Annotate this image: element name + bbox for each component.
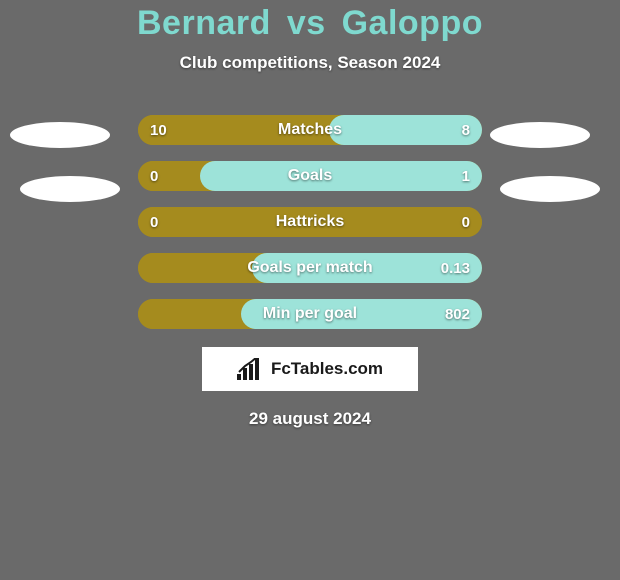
stat-value-left: 0 xyxy=(150,207,158,237)
stat-label: Matches xyxy=(138,115,482,145)
player2-name: Galoppo xyxy=(342,4,483,42)
stat-label: Hattricks xyxy=(138,207,482,237)
subtitle: Club competitions, Season 2024 xyxy=(0,53,620,73)
brand-logo-box: FcTables.com xyxy=(202,347,418,391)
stat-row: Goals0 1 xyxy=(138,161,482,191)
stat-row: Goals per match0.13 xyxy=(138,253,482,283)
stat-value-right: 1 xyxy=(462,161,470,191)
player1-name: Bernard xyxy=(137,4,271,42)
date: 29 august 2024 xyxy=(0,409,620,429)
stat-label: Min per goal xyxy=(138,299,482,329)
stat-label: Goals xyxy=(138,161,482,191)
stat-label: Goals per match xyxy=(138,253,482,283)
stat-value-right: 0.13 xyxy=(441,253,470,283)
stat-value-right: 0 xyxy=(462,207,470,237)
stat-row: Hattricks0 0 xyxy=(138,207,482,237)
stat-row: Matches10 8 xyxy=(138,115,482,145)
stat-value-left: 10 xyxy=(150,115,167,145)
stat-value-left: 0 xyxy=(150,161,158,191)
stat-rows: Matches108Goals01Hattricks00Goals per ma… xyxy=(0,115,620,329)
vs-word: vs xyxy=(287,4,326,42)
brand-name: FcTables.com xyxy=(271,359,383,379)
stat-value-right: 8 xyxy=(462,115,470,145)
stat-value-right: 802 xyxy=(445,299,470,329)
bars-icon xyxy=(237,358,265,380)
stat-row: Min per goal802 xyxy=(138,299,482,329)
title: Bernard vs Galoppo xyxy=(0,4,620,43)
comparison-card: Bernard vs Galoppo Club competitions, Se… xyxy=(0,0,620,580)
